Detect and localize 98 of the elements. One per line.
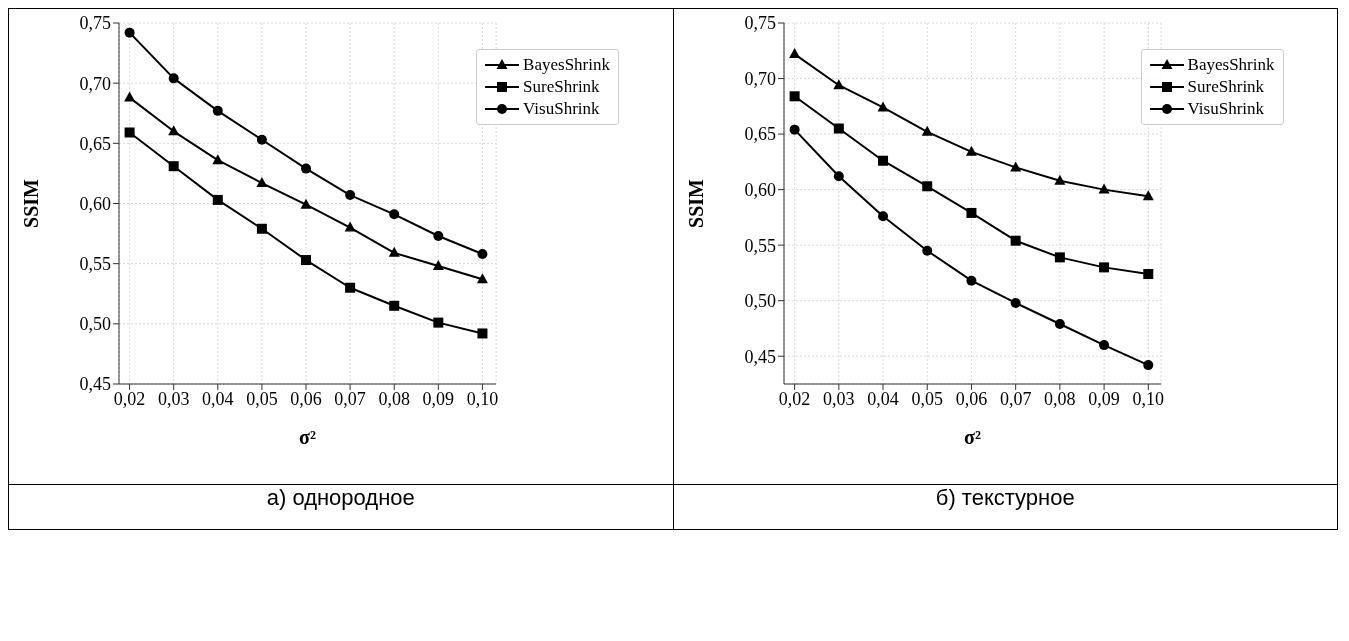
point — [256, 177, 268, 188]
point — [476, 273, 488, 284]
point — [433, 317, 444, 328]
y-tick-label: 0,75 — [79, 13, 111, 34]
legend-label: VisuShrink — [1187, 98, 1265, 120]
y-axis-title: SSIM — [684, 178, 707, 228]
y-tick-label: 0,65 — [79, 133, 111, 154]
point — [345, 190, 356, 201]
x-tick-label: 0,05 — [246, 388, 278, 409]
point — [124, 127, 135, 138]
x-tick-label: 0,08 — [378, 388, 410, 409]
point — [965, 207, 976, 218]
y-tick-label: 0,65 — [744, 124, 776, 145]
point — [168, 73, 179, 84]
point — [301, 255, 312, 266]
point — [344, 221, 356, 232]
x-tick-label: 0,09 — [422, 388, 455, 409]
point — [168, 125, 180, 136]
legend-label: SureShrink — [1187, 76, 1265, 98]
point — [1142, 190, 1154, 201]
x-tick-label: 0,03 — [822, 388, 855, 409]
x-tick-label: 0,07 — [999, 388, 1031, 409]
x-tick-label: 0,04 — [202, 388, 234, 409]
point — [833, 123, 844, 134]
point — [388, 246, 400, 257]
point — [212, 154, 224, 165]
x-tick-label: 0,10 — [466, 388, 499, 409]
point — [124, 27, 135, 38]
y-tick-label: 0,45 — [744, 346, 776, 367]
point — [1053, 174, 1065, 185]
point — [124, 91, 136, 102]
point — [345, 282, 356, 293]
x-axis-title: σ² — [963, 426, 981, 448]
point — [832, 79, 844, 90]
y-tick-label: 0,70 — [79, 73, 111, 94]
point — [256, 134, 267, 145]
point — [833, 171, 844, 182]
x-tick-label: 0,04 — [866, 388, 899, 409]
legend-label: BayesShrink — [523, 54, 610, 76]
point — [965, 145, 977, 156]
x-axis-title: σ² — [299, 426, 316, 448]
point — [1054, 319, 1065, 330]
point — [301, 163, 312, 174]
point — [432, 260, 444, 271]
point — [212, 194, 223, 205]
point — [433, 230, 444, 241]
point — [921, 125, 933, 136]
x-tick-label: 0,06 — [290, 388, 322, 409]
point — [256, 223, 267, 234]
point — [477, 328, 488, 339]
x-tick-label: 0,05 — [910, 388, 943, 409]
point — [389, 209, 400, 220]
y-tick-label: 0,50 — [79, 314, 111, 335]
point — [1142, 360, 1153, 371]
text: б) текстурное — [935, 485, 1075, 510]
point — [1010, 297, 1021, 308]
point — [1054, 252, 1065, 263]
point — [1098, 340, 1109, 351]
x-tick-label: 0,03 — [157, 388, 190, 409]
text: а) однородное — [266, 485, 415, 510]
x-tick-label: 0,02 — [113, 388, 146, 409]
point — [921, 245, 932, 256]
point — [1098, 262, 1109, 273]
legend-label: SureShrink — [523, 76, 600, 98]
x-tick-label: 0,02 — [778, 388, 810, 409]
y-tick-label: 0,50 — [744, 291, 776, 312]
point — [168, 161, 179, 172]
point — [477, 249, 488, 260]
x-tick-label: 0,07 — [334, 388, 366, 409]
point — [1010, 235, 1021, 246]
point — [300, 198, 312, 209]
point — [789, 91, 800, 102]
y-tick-label: 0,55 — [744, 235, 776, 256]
point — [1098, 183, 1110, 194]
legend-label: BayesShrink — [1187, 54, 1275, 76]
point — [877, 211, 888, 222]
y-tick-label: 0,60 — [79, 193, 111, 214]
point — [877, 155, 888, 166]
point — [788, 48, 800, 59]
y-tick-label: 0,70 — [744, 68, 776, 89]
x-tick-label: 0,06 — [955, 388, 987, 409]
y-axis-title: SSIM — [20, 178, 43, 228]
point — [965, 275, 976, 286]
point — [789, 124, 800, 135]
y-tick-label: 0,55 — [79, 254, 111, 275]
y-tick-label: 0,60 — [744, 180, 776, 201]
point — [1142, 269, 1153, 280]
point — [1009, 161, 1021, 172]
x-tick-label: 0,09 — [1087, 388, 1120, 409]
legend-label: VisuShrink — [523, 98, 600, 120]
y-tick-label: 0,45 — [79, 374, 111, 395]
point — [921, 181, 932, 192]
point — [212, 105, 223, 116]
point — [389, 300, 400, 311]
x-tick-label: 0,08 — [1043, 388, 1076, 409]
x-tick-label: 0,10 — [1132, 388, 1164, 409]
y-tick-label: 0,75 — [744, 13, 776, 34]
point — [877, 101, 889, 112]
